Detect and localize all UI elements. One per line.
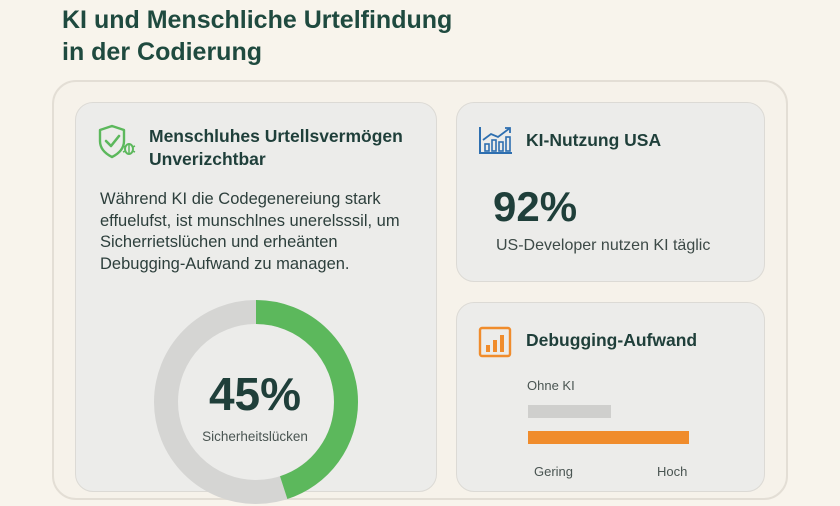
donut-arc (154, 300, 358, 504)
bar-ohne-ki (528, 405, 612, 418)
page-title-line2: in der Codierung (62, 38, 262, 66)
judgment-heading: Menschluhes Urtellsvermögen Unverizchtba… (149, 126, 403, 169)
usage-value: 92% (493, 183, 578, 230)
scale-low-label: Gering (534, 464, 574, 479)
debug-card (456, 302, 765, 492)
usage-caption: US-Developer nutzen KI täglic (496, 237, 711, 254)
donut-value: 45% (208, 368, 302, 420)
bar-mit-ki (528, 431, 690, 444)
bar-chart-icon (478, 326, 512, 358)
shield-check-bug-icon (98, 124, 136, 159)
judgment-body: Während KI die Codegenereiung stark effu… (100, 190, 400, 273)
page-title: KI und Menschliche Urtelfindung in der C… (62, 4, 582, 68)
debug-heading: Debugging-Aufwand (526, 330, 698, 350)
usage-heading: KI-Nutzung USA (526, 130, 662, 150)
donut-caption: Sicherheitslücken (202, 429, 308, 444)
page-title-line1: KI und Menschliche Urtelfindung (62, 6, 453, 34)
scale-high-label: Hoch (657, 464, 688, 479)
usage-card (456, 102, 765, 282)
bar-label-ohne-ki: Ohne KI (527, 378, 575, 393)
line-chart-icon (479, 127, 512, 154)
judgment-card (75, 102, 437, 492)
